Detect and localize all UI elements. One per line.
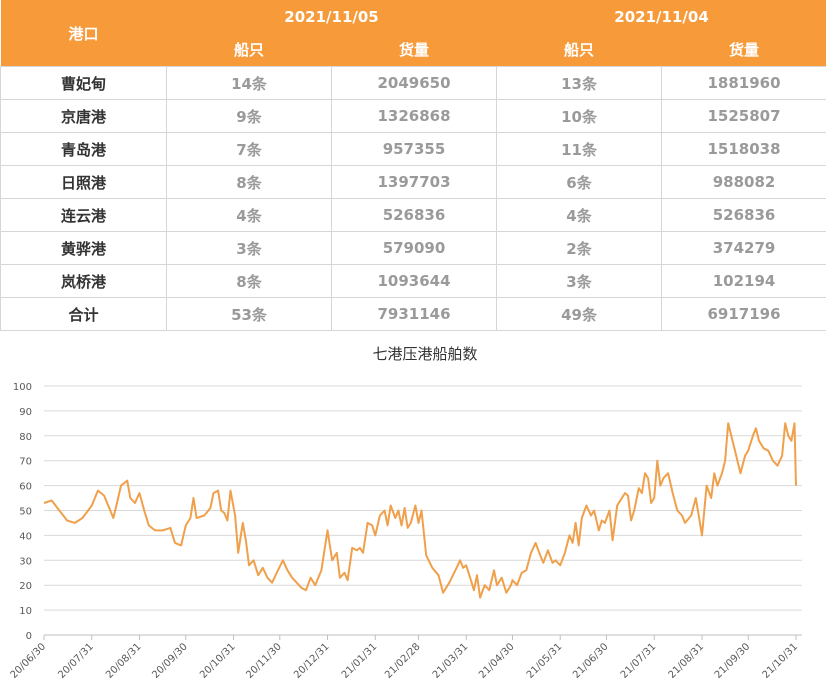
x-tick-label: 21/07/31 (619, 641, 659, 681)
cargo-cell: 6917196 (662, 298, 826, 331)
port-name: 岚桥港 (1, 265, 167, 298)
ships-cell: 4条 (167, 199, 332, 232)
x-tick-label: 21/06/30 (571, 641, 611, 681)
x-tick-label: 21/09/30 (713, 641, 753, 681)
cargo-cell: 2049650 (332, 67, 497, 100)
port-name: 日照港 (1, 166, 167, 199)
ships-cell: 10条 (497, 100, 662, 133)
y-tick-label: 20 (19, 581, 32, 592)
y-tick-label: 0 (26, 631, 32, 642)
x-tick-label: 21/10/31 (761, 641, 801, 681)
port-name: 合计 (1, 298, 167, 331)
x-tick-label: 21/08/31 (667, 641, 707, 681)
ships-cell: 11条 (497, 133, 662, 166)
y-tick-label: 10 (19, 606, 32, 617)
x-tick-label: 21/03/31 (431, 641, 471, 681)
y-tick-label: 40 (19, 531, 32, 542)
port-name: 京唐港 (1, 100, 167, 133)
x-tick-label: 20/09/30 (150, 641, 190, 681)
x-tick-label: 21/02/28 (383, 641, 423, 681)
x-tick-label: 21/01/31 (340, 641, 380, 681)
x-tick-label: 20/06/30 (9, 641, 49, 681)
port-name: 曹妃甸 (1, 67, 167, 100)
cargo-cell: 1881960 (662, 67, 826, 100)
y-tick-label: 70 (19, 457, 32, 468)
ships-cell: 3条 (167, 232, 332, 265)
ships-cell: 2条 (497, 232, 662, 265)
y-tick-label: 90 (19, 407, 32, 418)
cargo-cell: 1326868 (332, 100, 497, 133)
y-tick-label: 30 (19, 556, 32, 567)
cargo-cell: 1093644 (332, 265, 497, 298)
x-tick-label: 21/04/30 (477, 641, 517, 681)
ships-cell: 7条 (167, 133, 332, 166)
ships-cell: 9条 (167, 100, 332, 133)
cargo-cell: 1518038 (662, 133, 826, 166)
ships-cell: 53条 (167, 298, 332, 331)
cargo-cell: 1525807 (662, 100, 826, 133)
ships-cell: 6条 (497, 166, 662, 199)
chart-title: 七港压港船舶数 (372, 345, 477, 363)
x-tick-label: 20/10/31 (198, 641, 238, 681)
cargo-cell: 957355 (332, 133, 497, 166)
ships-header-1: 船只 (167, 33, 332, 67)
cargo-cell: 988082 (662, 166, 826, 199)
cargo-cell: 526836 (332, 199, 497, 232)
cargo-header-1: 货量 (332, 33, 497, 67)
x-tick-label: 21/05/31 (525, 641, 565, 681)
y-tick-label: 60 (19, 482, 32, 493)
date1-header: 2021/11/05 (167, 0, 497, 33)
ships-cell: 8条 (167, 265, 332, 298)
cargo-cell: 102194 (662, 265, 826, 298)
cargo-cell: 7931146 (332, 298, 497, 331)
port-name: 青岛港 (1, 133, 167, 166)
ships-cell: 49条 (497, 298, 662, 331)
y-tick-label: 50 (19, 507, 32, 518)
date2-header: 2021/11/04 (497, 0, 826, 33)
port-name: 连云港 (1, 199, 167, 232)
cargo-cell: 579090 (332, 232, 497, 265)
ships-cell: 3条 (497, 265, 662, 298)
port-header: 港口 (1, 0, 167, 67)
ships-cell: 13条 (497, 67, 662, 100)
ships-cell: 4条 (497, 199, 662, 232)
x-tick-label: 20/07/31 (56, 641, 96, 681)
port-table: 港口 2021/11/05 2021/11/04 船只 货量 船只 货量 曹妃甸… (0, 0, 826, 331)
x-tick-label: 20/11/30 (244, 641, 284, 681)
cargo-cell: 526836 (662, 199, 826, 232)
y-tick-label: 80 (19, 432, 32, 443)
cargo-cell: 374279 (662, 232, 826, 265)
ships-cell: 8条 (167, 166, 332, 199)
x-tick-label: 20/08/31 (104, 641, 144, 681)
x-tick-label: 20/12/31 (292, 641, 332, 681)
ships-header-2: 船只 (497, 33, 662, 67)
y-tick-label: 100 (13, 382, 32, 393)
ships-cell: 14条 (167, 67, 332, 100)
port-name: 黄骅港 (1, 232, 167, 265)
cargo-cell: 1397703 (332, 166, 497, 199)
cargo-header-2: 货量 (662, 33, 826, 67)
